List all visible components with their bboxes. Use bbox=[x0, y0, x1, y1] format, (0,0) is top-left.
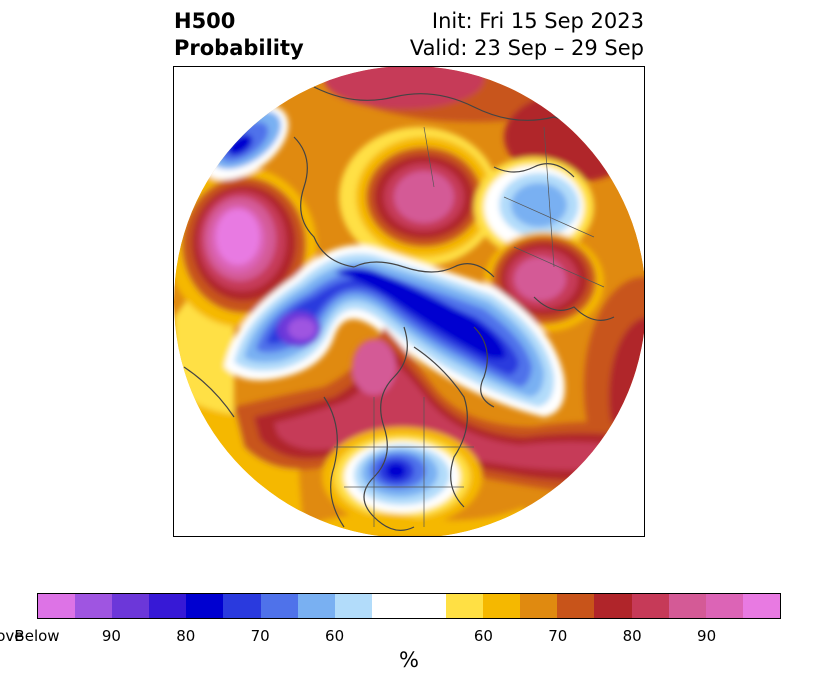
colorbar-cell bbox=[112, 594, 150, 618]
init-date: Init: Fri 15 Sep 2023 bbox=[431, 9, 644, 33]
colorbar-tick-label: 70 bbox=[548, 627, 568, 645]
title-product: Probability bbox=[174, 36, 304, 60]
colorbar-cell bbox=[75, 594, 113, 618]
arctic-trough bbox=[224, 245, 565, 417]
colorbar-cell bbox=[446, 594, 484, 618]
title-variable: H500 bbox=[174, 9, 236, 33]
colorbar-cell bbox=[668, 594, 706, 618]
borders bbox=[334, 126, 605, 527]
colorbar-cell bbox=[371, 594, 447, 618]
colorbar-tick-label: 80 bbox=[622, 627, 642, 645]
colorbar-cell bbox=[742, 594, 780, 618]
colorbar-cell bbox=[297, 594, 335, 618]
colorbar-tick-label: Above bbox=[0, 627, 24, 645]
colorbar-unit: % bbox=[399, 648, 419, 672]
colorbar-cell bbox=[631, 594, 669, 618]
polar-map-svg bbox=[174, 67, 644, 536]
colorbar-tick-label: 60 bbox=[473, 627, 493, 645]
valid-dates: Valid: 23 Sep – 29 Sep bbox=[409, 36, 644, 60]
colorbar-tick-label: 90 bbox=[697, 627, 717, 645]
colorbar-cell bbox=[38, 594, 76, 618]
colorbar-cell bbox=[223, 594, 261, 618]
colorbar-tick-label: 70 bbox=[250, 627, 270, 645]
colorbar-tick-label: Below bbox=[14, 627, 60, 645]
colorbar-cell bbox=[483, 594, 521, 618]
colorbar-cell bbox=[594, 594, 632, 618]
colorbar-tick-label: 80 bbox=[176, 627, 196, 645]
title-block: H500 Probability bbox=[174, 8, 304, 62]
ne-pacific-ridge bbox=[174, 167, 317, 327]
coastlines bbox=[183, 86, 615, 531]
date-block: Init: Fri 15 Sep 2023 Valid: 23 Sep – 29… bbox=[410, 8, 644, 62]
colorbar-tick-label: 60 bbox=[325, 627, 345, 645]
colorbar-cell bbox=[186, 594, 224, 618]
colorbar-cell bbox=[557, 594, 595, 618]
siberia-ridge bbox=[339, 127, 499, 267]
colorbar-cell bbox=[520, 594, 558, 618]
colorbar-cell bbox=[260, 594, 298, 618]
colorbar-tick-label: 90 bbox=[101, 627, 121, 645]
colorbar bbox=[37, 593, 781, 619]
colorbar-cell bbox=[334, 594, 372, 618]
colorbar-cell bbox=[705, 594, 743, 618]
colorbar-cell bbox=[149, 594, 187, 618]
us-trough bbox=[322, 427, 482, 527]
upper-right-trough bbox=[474, 157, 594, 257]
probability-map bbox=[173, 66, 645, 537]
